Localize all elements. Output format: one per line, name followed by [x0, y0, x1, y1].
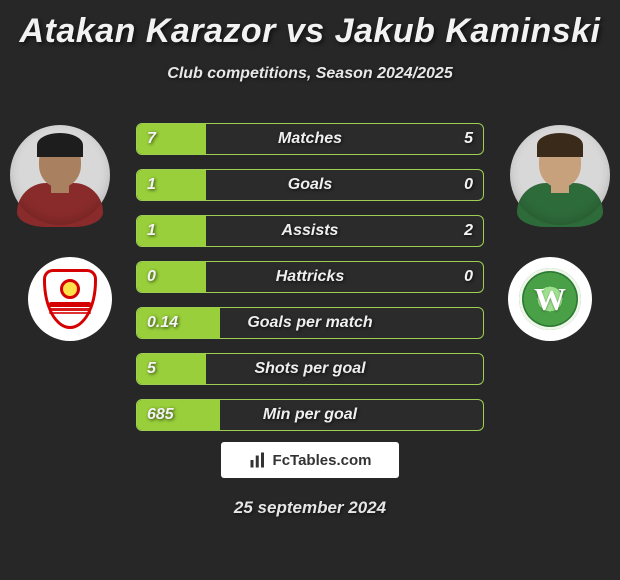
stat-label: Assists	[137, 216, 483, 246]
stat-rows: 7Matches51Goals01Assists20Hattricks00.14…	[136, 123, 484, 445]
stat-label: Min per goal	[137, 400, 483, 430]
club-right-badge: W	[508, 257, 592, 341]
stat-right-value: 2	[464, 216, 473, 246]
stat-row: 5Shots per goal	[136, 353, 484, 385]
stat-row: 685Min per goal	[136, 399, 484, 431]
page-subtitle: Club competitions, Season 2024/2025	[0, 65, 620, 83]
vfb-stuttgart-icon	[43, 269, 97, 329]
stat-label: Goals	[137, 170, 483, 200]
page-title: Atakan Karazor vs Jakub Kaminski	[0, 0, 620, 51]
date-text: 25 september 2024	[0, 498, 620, 518]
club-left-badge	[28, 257, 112, 341]
brand-logo: FcTables.com	[221, 442, 399, 478]
stat-row: 1Goals0	[136, 169, 484, 201]
stat-label: Shots per goal	[137, 354, 483, 384]
stat-right-value: 0	[464, 170, 473, 200]
stat-label: Matches	[137, 124, 483, 154]
stat-row: 0.14Goals per match	[136, 307, 484, 339]
stat-right-value: 5	[464, 124, 473, 154]
brand-text: FcTables.com	[273, 452, 372, 469]
stat-row: 0Hattricks0	[136, 261, 484, 293]
player-left-avatar	[10, 125, 110, 225]
stat-label: Hattricks	[137, 262, 483, 292]
stat-label: Goals per match	[137, 308, 483, 338]
stat-right-value: 0	[464, 262, 473, 292]
player-right-avatar	[510, 125, 610, 225]
stat-row: 7Matches5	[136, 123, 484, 155]
bar-chart-icon	[249, 451, 267, 469]
wolfsburg-icon: W	[519, 268, 581, 330]
stat-row: 1Assists2	[136, 215, 484, 247]
